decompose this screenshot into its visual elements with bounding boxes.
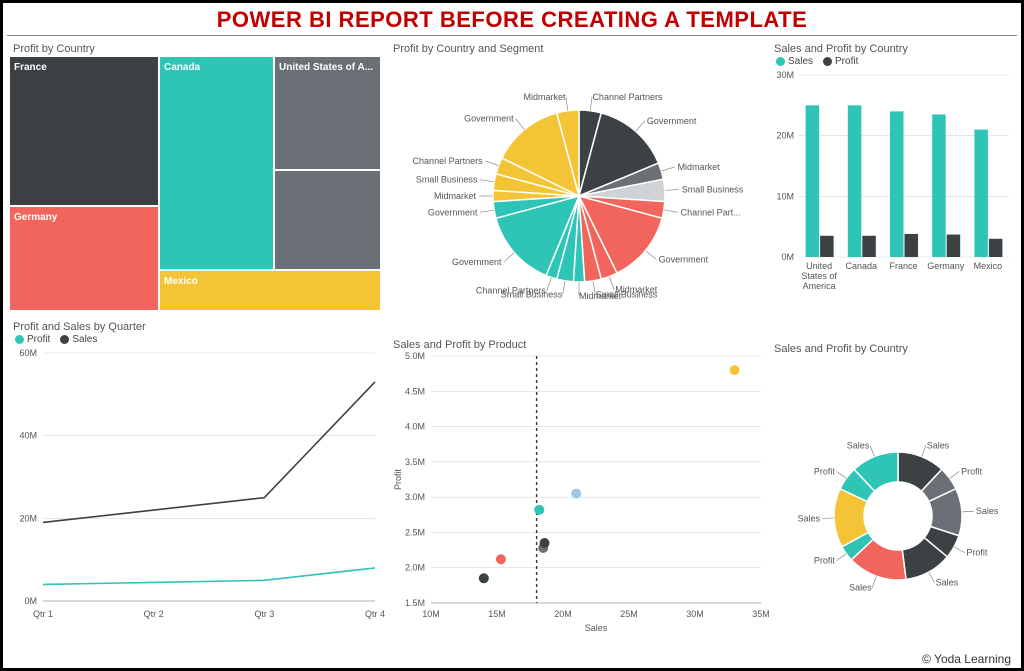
donut-svg: Sales Profit Sales Profit Sales Sales Profit Sa… [770,356,1015,631]
line-legend-profit: Profit [27,334,50,345]
svg-text:America: America [803,281,836,291]
svg-text:Profit: Profit [961,466,983,476]
svg-text:Channel Partners: Channel Partners [592,92,663,102]
svg-text:Government: Government [428,207,478,217]
svg-text:4.0M: 4.0M [405,422,425,432]
svg-text:Qtr 4: Qtr 4 [365,609,385,619]
svg-text:Channel Partners: Channel Partners [413,156,484,166]
treemap-title: Profit by Country [13,43,385,55]
pie-svg: Channel Partners Government Midmarket Small… [389,56,769,331]
bar-title: Sales and Profit by Country [774,43,1015,55]
svg-text:10M: 10M [422,609,440,619]
svg-text:Qtr 3: Qtr 3 [254,609,274,619]
svg-text:Midmarket: Midmarket [579,291,622,301]
treemap-svg: France Germany Canada Mexico United States o… [9,56,381,311]
svg-text:Mexico: Mexico [974,261,1003,271]
svg-text:Sales: Sales [585,623,608,633]
svg-text:Qtr 1: Qtr 1 [33,609,53,619]
svg-text:Canada: Canada [846,261,878,271]
bar-svg: 0M 10M 20M 30M UnitedStates ofAmerica Canada F… [770,67,1015,317]
svg-text:0M: 0M [24,596,37,606]
bar-legend-sales: Sales [788,56,813,67]
copyright-text: © Yoda Learning [922,652,1011,666]
svg-text:15M: 15M [488,609,506,619]
svg-text:Midmarket: Midmarket [524,92,567,102]
svg-text:Profit: Profit [966,548,988,558]
scatter-svg: 1.5M 2.0M 2.5M 3.0M 3.5M 4.0M 4.5M 5.0M 10M 15M 20… [389,352,769,637]
svg-text:5.0M: 5.0M [405,352,425,361]
svg-text:30M: 30M [686,609,704,619]
line-title: Profit and Sales by Quarter [13,321,385,333]
svg-text:Government: Government [464,114,514,124]
svg-text:United States of A...: United States of A... [279,62,373,73]
title-separator [7,35,1017,36]
bar-legend: Sales Profit [776,56,1015,67]
svg-text:Mexico: Mexico [164,276,198,287]
svg-text:Profit: Profit [814,466,836,476]
svg-text:France: France [889,261,917,271]
svg-text:Germany: Germany [14,212,58,223]
svg-text:25M: 25M [620,609,638,619]
pie-visual[interactable]: Profit by Country and Segment Channel Pa… [389,41,769,331]
pie-title: Profit by Country and Segment [393,43,769,55]
svg-text:Profit: Profit [393,469,403,491]
svg-text:10M: 10M [776,191,794,201]
report-canvas: Profit by Country France Germany Canada Mex… [9,41,1015,646]
svg-text:20M: 20M [776,131,794,141]
svg-text:35M: 35M [752,609,769,619]
svg-text:Sales: Sales [847,440,870,450]
svg-text:United: United [806,261,832,271]
svg-text:Germany: Germany [927,261,965,271]
bar-legend-profit: Profit [835,56,858,67]
svg-text:3.0M: 3.0M [405,492,425,502]
svg-text:Small Business: Small Business [416,175,478,185]
report-frame: POWER BI REPORT BEFORE CREATING A TEMPLA… [0,0,1024,671]
svg-text:Channel Part...: Channel Part... [681,207,741,217]
svg-text:Sales: Sales [798,513,821,523]
svg-text:Midmarket: Midmarket [678,162,721,172]
scatter-visual[interactable]: Sales and Profit by Product 1.5M 2.0M 2.5M… [389,337,769,637]
svg-text:4.5M: 4.5M [405,386,425,396]
svg-text:Government: Government [452,257,502,267]
svg-text:3.5M: 3.5M [405,457,425,467]
svg-text:0M: 0M [781,252,794,262]
treemap-visual[interactable]: Profit by Country France Germany Canada Mex… [9,41,385,311]
line-legend-sales: Sales [72,334,97,345]
line-legend: Profit Sales [15,334,385,345]
svg-text:60M: 60M [19,348,37,358]
svg-text:Government: Government [659,254,709,264]
svg-text:30M: 30M [776,70,794,80]
svg-text:20M: 20M [19,513,37,523]
svg-text:Sales: Sales [936,578,959,588]
svg-text:Sales: Sales [927,440,950,450]
scatter-title: Sales and Profit by Product [393,339,769,351]
donut-title: Sales and Profit by Country [774,343,1015,355]
svg-text:France: France [14,62,47,73]
bar-visual[interactable]: Sales and Profit by Country Sales Profit… [770,41,1015,331]
svg-text:1.5M: 1.5M [405,598,425,608]
svg-text:Canada: Canada [164,62,201,73]
svg-text:Profit: Profit [814,556,836,566]
donut-visual[interactable]: Sales and Profit by Country SalesProfitS… [770,341,1015,637]
svg-text:Sales: Sales [976,506,999,516]
svg-text:Qtr 2: Qtr 2 [144,609,164,619]
line-svg: 0M 20M 40M 60M Qtr 1 Qtr 2 Qtr 3 Qtr 4 [9,345,385,625]
svg-text:States of: States of [801,271,837,281]
svg-text:40M: 40M [19,431,37,441]
svg-text:Midmarket: Midmarket [434,191,477,201]
svg-text:Sales: Sales [849,583,872,593]
page-title: POWER BI REPORT BEFORE CREATING A TEMPLA… [3,3,1021,35]
line-visual[interactable]: Profit and Sales by Quarter Profit Sales… [9,319,385,634]
svg-text:20M: 20M [554,609,572,619]
svg-text:Channel Partners: Channel Partners [476,286,547,296]
svg-text:2.5M: 2.5M [405,527,425,537]
svg-text:Small Business: Small Business [682,184,744,194]
svg-text:Government: Government [647,116,697,126]
svg-text:2.0M: 2.0M [405,563,425,573]
